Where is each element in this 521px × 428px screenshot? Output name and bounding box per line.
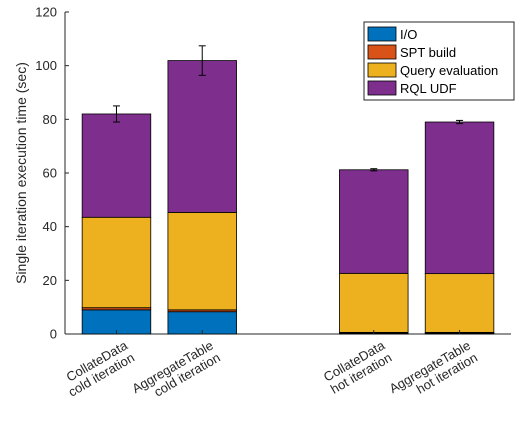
y-ticks: 0 20 40 60 80 100 120 [35, 5, 461, 342]
bar-segment-query-evaluation [424, 273, 495, 333]
legend-swatch [367, 26, 397, 42]
legend-swatch [367, 80, 397, 96]
bar-segment-query-evaluation [81, 216, 152, 309]
legend-swatch [367, 44, 397, 60]
y-tick-label: 0 [50, 327, 57, 342]
bar-segment-rql-udf [81, 113, 152, 218]
y-tick-label: 80 [43, 112, 57, 127]
y-tick-label: 60 [43, 166, 57, 181]
bar-segment-query-evaluation [167, 212, 237, 311]
legend-label: I/O [400, 27, 417, 42]
bar-segment-rql-udf [424, 121, 495, 275]
category-label: CollateDatacold iteration [59, 337, 138, 399]
category-labels: CollateDatacold iterationAggregateTablec… [59, 337, 480, 409]
category-label: CollateDatahot iteration [321, 337, 395, 396]
category-label: AggregateTablecold iteration [129, 338, 222, 409]
error-bars [112, 45, 464, 172]
legend: I/O SPT build Query evaluation RQL UDF [363, 21, 515, 101]
legend-label: RQL UDF [400, 81, 457, 96]
bar-segment-i-o [81, 309, 152, 335]
y-tick-label: 120 [35, 5, 57, 20]
y-axis-label: Single iteration execution time (sec) [13, 62, 29, 284]
bar-segment-query-evaluation [339, 272, 409, 333]
legend-label: SPT build [400, 45, 456, 60]
category-label: AggregateTablehot iteration [387, 338, 480, 409]
y-tick-label: 20 [43, 273, 57, 288]
legend-swatch [367, 62, 397, 78]
bar-segment-rql-udf [339, 169, 409, 274]
y-tick-label: 100 [35, 58, 57, 73]
legend-label: Query evaluation [400, 63, 498, 78]
bar-segment-rql-udf [167, 60, 237, 213]
y-tick-label: 40 [43, 219, 57, 234]
bars [81, 60, 495, 335]
